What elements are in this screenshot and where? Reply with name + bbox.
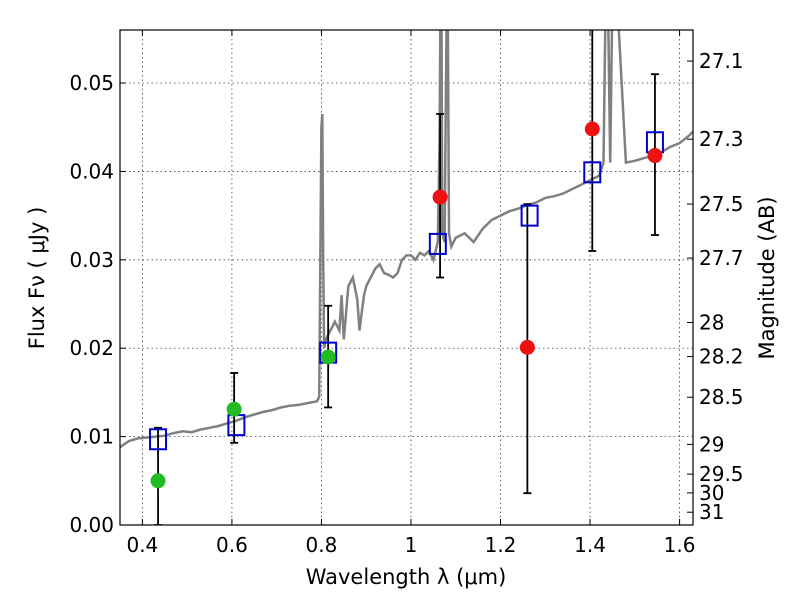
magnitude-tick-label: 29 [699,432,724,456]
x-tick-label: 1.2 [485,533,517,557]
magnitude-tick-label: 28 [699,311,724,335]
y-tick-label: 0.01 [69,425,114,449]
y-tick-label: 0.03 [69,248,114,272]
observed-point [584,121,600,137]
x-tick-label: 0.4 [126,533,158,557]
x-tick-label: 1.6 [664,533,696,557]
magnitude-tick-label: 27.7 [699,246,744,270]
observed-point [150,473,166,489]
magnitude-tick-label: 31 [699,500,724,524]
plot-frame [119,29,694,526]
y-tick-label: 0.02 [69,336,114,360]
y-tick-label: 0.00 [69,513,114,537]
magnitude-tick-label: 28.5 [699,385,744,409]
grid [120,30,693,526]
x-tick-label: 1.4 [574,533,606,557]
observed-point [226,401,242,417]
magnitude-tick-label: 28.2 [699,345,744,369]
model-photometry-box [583,161,602,184]
x-tick-label: 0.8 [306,533,338,557]
observed-point [519,339,535,355]
magnitude-tick-label: 27.5 [699,192,744,216]
model-photometry-box [520,204,539,227]
y-axis-label-right: Magnitude (AB) [755,196,779,359]
y-tick-label: 0.04 [69,159,114,183]
model-photometry-box [428,232,447,255]
x-tick-label: 1 [405,533,418,557]
model-spectrum-line [120,30,693,449]
observed-photometry-points [150,121,663,489]
model-photometry-boxes [149,131,664,451]
magnitude-tick-label: 27.1 [699,49,744,73]
magnitude-tick-label: 29.5 [699,462,744,486]
y-tick-label: 0.05 [69,71,114,95]
x-axis-label: Wavelength λ (μm) [306,565,507,589]
model-photometry-box [149,428,168,451]
magnitude-tick-label: 30 [699,481,724,505]
x-tick-label: 0.6 [216,533,248,557]
error-bars [154,30,659,525]
observed-point [647,148,663,164]
magnitude-tick-label: 27.3 [699,127,744,151]
axis-ticks: 0.4 0.6 0.8 1 1.2 1.4 1.6 0.00 0.01 0.02 0.03 0.04 0… [69,30,744,557]
y-axis-label-left: Flux Fν ( μJy ) [25,207,49,350]
observed-point [320,349,336,365]
observed-point [432,189,448,205]
